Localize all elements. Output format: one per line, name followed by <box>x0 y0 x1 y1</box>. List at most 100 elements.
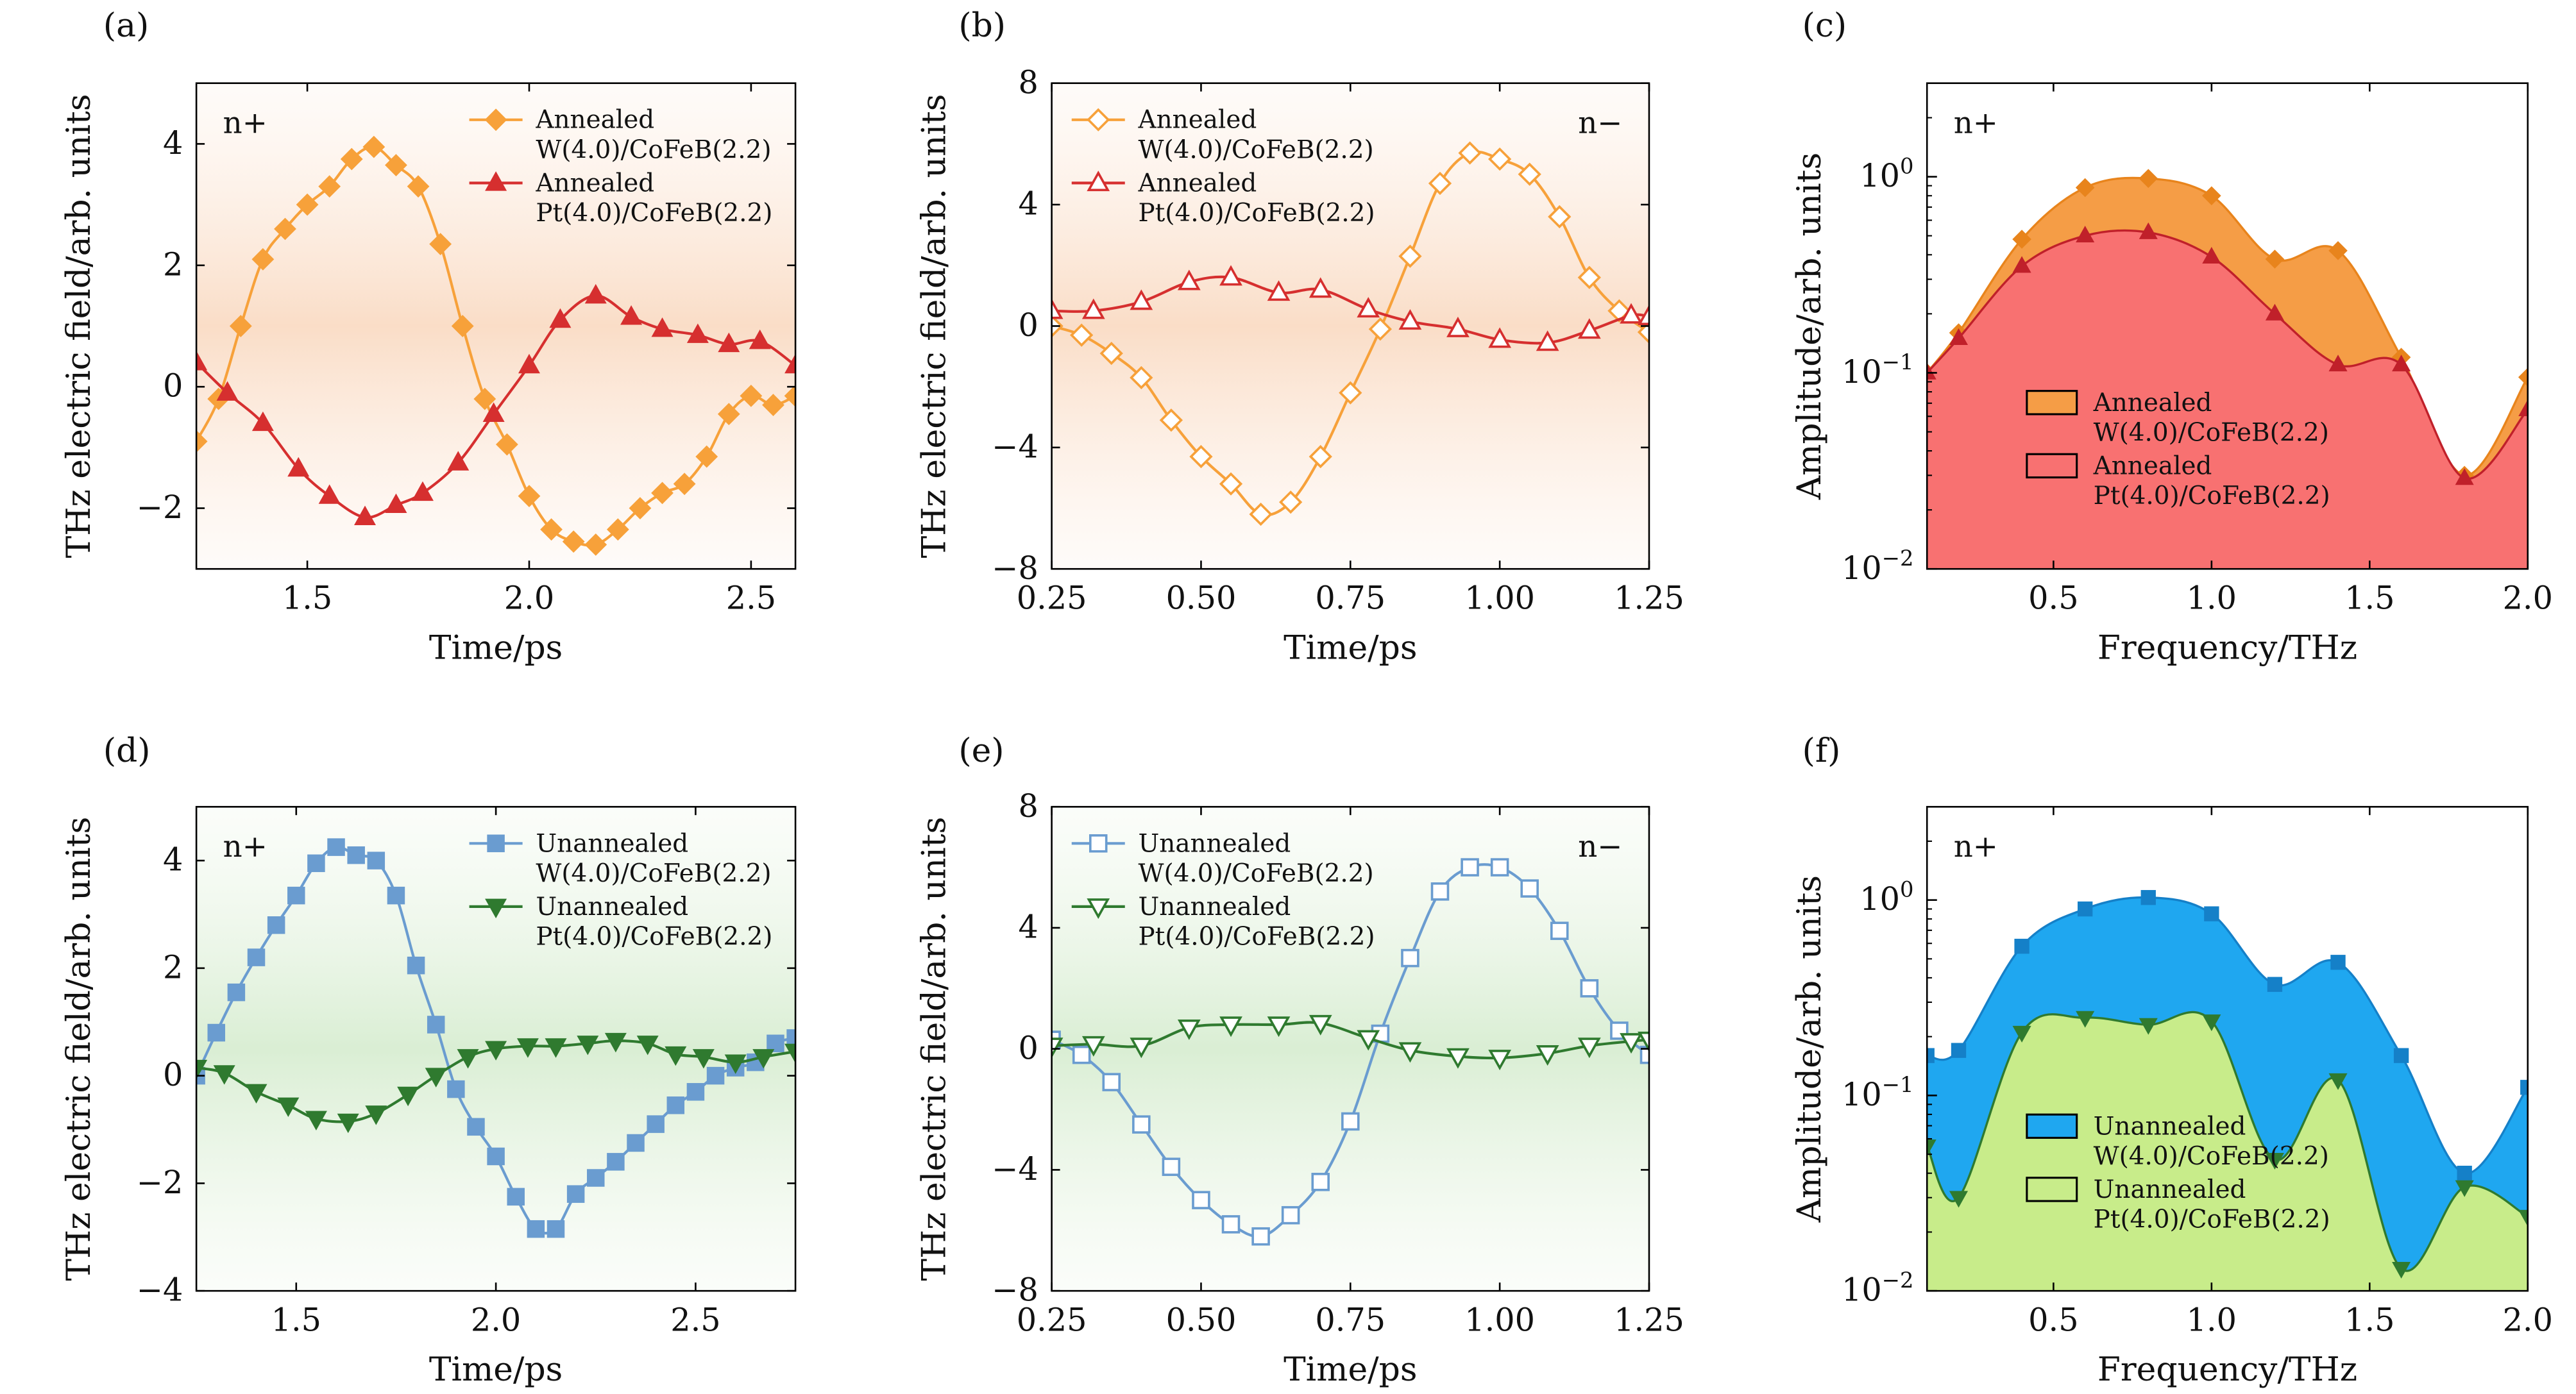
plot-area <box>196 135 796 556</box>
data-point <box>196 1059 208 1080</box>
data-point <box>1221 1215 1241 1234</box>
x-tick-label: 1.25 <box>1614 580 1684 617</box>
x-tick-label: 1.00 <box>1464 580 1535 617</box>
y-tick-exponent: −2 <box>1882 1268 1914 1293</box>
y-axis-label: THz electric field/arb. units <box>915 817 954 1281</box>
data-point <box>327 838 345 856</box>
legend-label: W(4.0)/CoFeB(2.2) <box>1139 135 1374 164</box>
data-point <box>767 1034 784 1053</box>
data-point <box>2328 241 2348 260</box>
series-line-0 <box>1051 150 1649 517</box>
data-point <box>1251 1227 1270 1246</box>
data-point <box>1949 1191 1969 1208</box>
data-point <box>2014 939 2029 954</box>
legend-label: W(4.0)/CoFeB(2.2) <box>536 135 771 164</box>
data-point <box>274 217 296 240</box>
y-axis-label: THz electric field/arb. units <box>60 817 98 1281</box>
legend-label: Annealed <box>1138 106 1257 135</box>
data-point <box>666 1096 685 1114</box>
data-point <box>540 518 563 541</box>
data-point <box>549 308 572 328</box>
data-point <box>251 248 275 271</box>
data-point <box>2139 222 2158 239</box>
data-point <box>1637 320 1649 344</box>
legend-label: Pt(4.0)/CoFeB(2.2) <box>536 199 772 228</box>
data-point <box>2455 468 2474 485</box>
data-point <box>1580 979 1599 998</box>
data-point <box>307 854 325 873</box>
polarity-tag: n+ <box>1954 106 1998 141</box>
data-point <box>2392 1262 2411 1279</box>
data-point <box>457 1049 479 1069</box>
legend-marker <box>485 898 507 919</box>
legend-label: W(4.0)/CoFeB(2.2) <box>1139 859 1374 888</box>
data-point <box>1130 289 1153 310</box>
x-tick-label: 1.0 <box>2187 1301 2237 1338</box>
legend-swatch <box>2026 1177 2078 1202</box>
x-tick-label: 1.5 <box>2344 1301 2394 1338</box>
data-point <box>724 1054 747 1074</box>
x-tick-label: 0.75 <box>1315 1301 1385 1338</box>
data-point <box>1219 472 1243 496</box>
series-markers-0 <box>196 838 796 1238</box>
data-point <box>296 193 319 216</box>
data-point <box>695 445 718 468</box>
data-point <box>1398 309 1422 330</box>
data-point <box>2267 977 2283 992</box>
polarity-tag: n+ <box>223 830 267 864</box>
data-point <box>651 317 674 337</box>
y-tick-base: 10 <box>1842 353 1882 390</box>
data-point <box>2393 1048 2409 1063</box>
y-tick-label: −8 <box>992 1272 1038 1309</box>
x-axis-label: Time/ps <box>429 1350 563 1389</box>
data-point <box>247 948 266 966</box>
data-point <box>354 505 377 525</box>
panel-f: 0.5 1.0 1.5 2.010−210−1100Frequency/THzAmpl… <box>1790 732 2553 1389</box>
data-point <box>229 315 252 337</box>
y-tick-label: −2 <box>137 1164 183 1201</box>
data-point <box>507 1188 525 1206</box>
data-point <box>397 1086 419 1107</box>
y-tick-exponent: 0 <box>1900 877 1913 902</box>
legend-label: Unannealed <box>536 829 688 858</box>
data-point <box>2520 1080 2528 1095</box>
y-tick-label: 4 <box>163 124 183 162</box>
y-tick-exponent: −2 <box>1882 546 1914 571</box>
data-point <box>2518 399 2528 417</box>
y-tick-label: −4 <box>992 1150 1038 1188</box>
data-point <box>1638 1031 1649 1052</box>
data-point <box>407 956 425 975</box>
data-point <box>584 533 607 556</box>
series-markers-1 <box>1927 222 2528 485</box>
plot-frame <box>195 82 797 570</box>
data-point <box>1550 921 1569 940</box>
data-point <box>1577 318 1601 339</box>
data-point <box>784 1043 796 1064</box>
data-point <box>1051 298 1063 319</box>
data-point <box>1219 265 1242 286</box>
data-point <box>216 381 239 401</box>
data-point <box>451 315 474 337</box>
data-point <box>1446 1048 1470 1069</box>
data-point <box>385 493 407 514</box>
panel-d: 1.5 2.0 2.5 −4 −2 0 2 4 Time/ps THz electric fiel… <box>60 732 797 1389</box>
series-area-1 <box>1927 1012 2528 1291</box>
data-point <box>562 530 585 553</box>
data-point <box>1518 162 1541 186</box>
data-point <box>1398 244 1422 268</box>
data-point <box>1620 1033 1643 1054</box>
data-point <box>577 1036 599 1055</box>
legend: UnannealedW(4.0)/CoFeB(2.2)UnannealedPt(… <box>1071 829 1375 952</box>
data-point <box>287 886 305 905</box>
data-point <box>2075 178 2095 197</box>
data-point <box>749 329 771 349</box>
data-point <box>1487 147 1512 171</box>
legend-label: Annealed <box>535 169 654 197</box>
legend-label: Unannealed <box>536 893 688 921</box>
x-tick-label: 0.5 <box>2028 1301 2078 1338</box>
legend-marker <box>487 834 505 853</box>
